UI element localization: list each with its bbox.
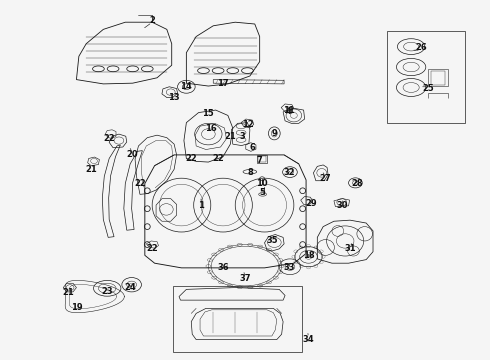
Text: 27: 27 bbox=[320, 174, 331, 183]
Text: 13: 13 bbox=[169, 93, 180, 102]
Text: 28: 28 bbox=[351, 179, 363, 188]
Text: 24: 24 bbox=[124, 283, 136, 292]
Text: 34: 34 bbox=[303, 335, 314, 344]
Text: 12: 12 bbox=[242, 120, 253, 129]
Text: 17: 17 bbox=[217, 79, 229, 88]
Text: 9: 9 bbox=[271, 129, 277, 138]
Text: 31: 31 bbox=[344, 244, 356, 253]
Text: 20: 20 bbox=[127, 150, 139, 159]
Text: 4: 4 bbox=[286, 107, 292, 116]
Text: 35: 35 bbox=[266, 237, 278, 246]
Text: 7: 7 bbox=[257, 156, 263, 165]
Text: 30: 30 bbox=[337, 201, 348, 210]
Text: 22: 22 bbox=[134, 179, 146, 188]
Text: 23: 23 bbox=[101, 287, 113, 296]
Text: 10: 10 bbox=[256, 179, 268, 188]
Text: 19: 19 bbox=[71, 303, 82, 312]
Text: 26: 26 bbox=[415, 43, 427, 52]
Text: 11: 11 bbox=[283, 105, 295, 114]
Text: 14: 14 bbox=[180, 82, 192, 91]
Text: 16: 16 bbox=[205, 123, 217, 132]
Text: 21: 21 bbox=[85, 165, 97, 174]
Text: 2: 2 bbox=[149, 16, 155, 25]
Text: 22: 22 bbox=[212, 154, 224, 163]
Bar bbox=[428, 69, 448, 86]
Text: 1: 1 bbox=[198, 201, 204, 210]
Bar bbox=[431, 71, 445, 85]
Text: 32: 32 bbox=[283, 168, 295, 177]
Bar bbox=[172, 286, 302, 352]
Text: 36: 36 bbox=[217, 264, 229, 273]
Text: 18: 18 bbox=[303, 251, 314, 260]
Text: 33: 33 bbox=[283, 264, 294, 273]
Text: 5: 5 bbox=[259, 188, 265, 197]
Text: 29: 29 bbox=[305, 199, 317, 208]
Text: 21: 21 bbox=[62, 288, 74, 297]
Bar bbox=[258, 156, 266, 162]
Text: 8: 8 bbox=[247, 168, 253, 177]
Text: 6: 6 bbox=[249, 143, 255, 152]
Bar bbox=[257, 155, 268, 163]
Text: 22: 22 bbox=[147, 244, 158, 253]
Bar bbox=[387, 31, 465, 123]
Text: 3: 3 bbox=[240, 132, 245, 141]
Text: 21: 21 bbox=[224, 132, 236, 141]
Text: 22: 22 bbox=[185, 154, 197, 163]
Text: 15: 15 bbox=[202, 109, 214, 118]
Text: 37: 37 bbox=[239, 274, 251, 283]
Text: 25: 25 bbox=[422, 84, 434, 93]
Text: 22: 22 bbox=[103, 134, 115, 143]
